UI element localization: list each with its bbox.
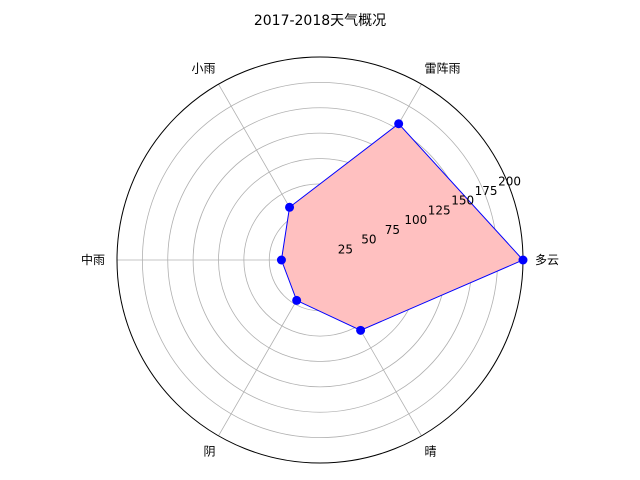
radial-tick-label: 50	[361, 233, 376, 247]
chart-title: 2017-2018天气概况	[254, 13, 386, 29]
series-layer	[276, 119, 528, 335]
category-label-晴: 晴	[425, 444, 437, 458]
radial-tick-label: 175	[475, 184, 498, 198]
data-point-小雨	[285, 202, 295, 212]
radial-tick-label: 100	[404, 213, 427, 227]
data-point-晴	[356, 325, 366, 335]
data-point-中雨	[276, 255, 286, 265]
series-area-fill	[281, 123, 523, 331]
radial-tick-label: 25	[338, 242, 353, 256]
data-point-阴	[292, 295, 302, 305]
category-label-阴: 阴	[203, 444, 215, 458]
category-label-小雨: 小雨	[191, 62, 215, 76]
radial-tick-label: 125	[428, 203, 451, 217]
radial-tick-label: 200	[498, 174, 521, 188]
radial-tick-label: 75	[385, 223, 400, 237]
radial-tick-label: 150	[451, 194, 474, 208]
data-point-多云	[518, 255, 528, 265]
data-point-雷阵雨	[394, 119, 404, 129]
category-label-雷阵雨: 雷阵雨	[425, 62, 461, 76]
category-label-多云: 多云	[535, 253, 559, 267]
category-label-中雨: 中雨	[81, 252, 105, 267]
